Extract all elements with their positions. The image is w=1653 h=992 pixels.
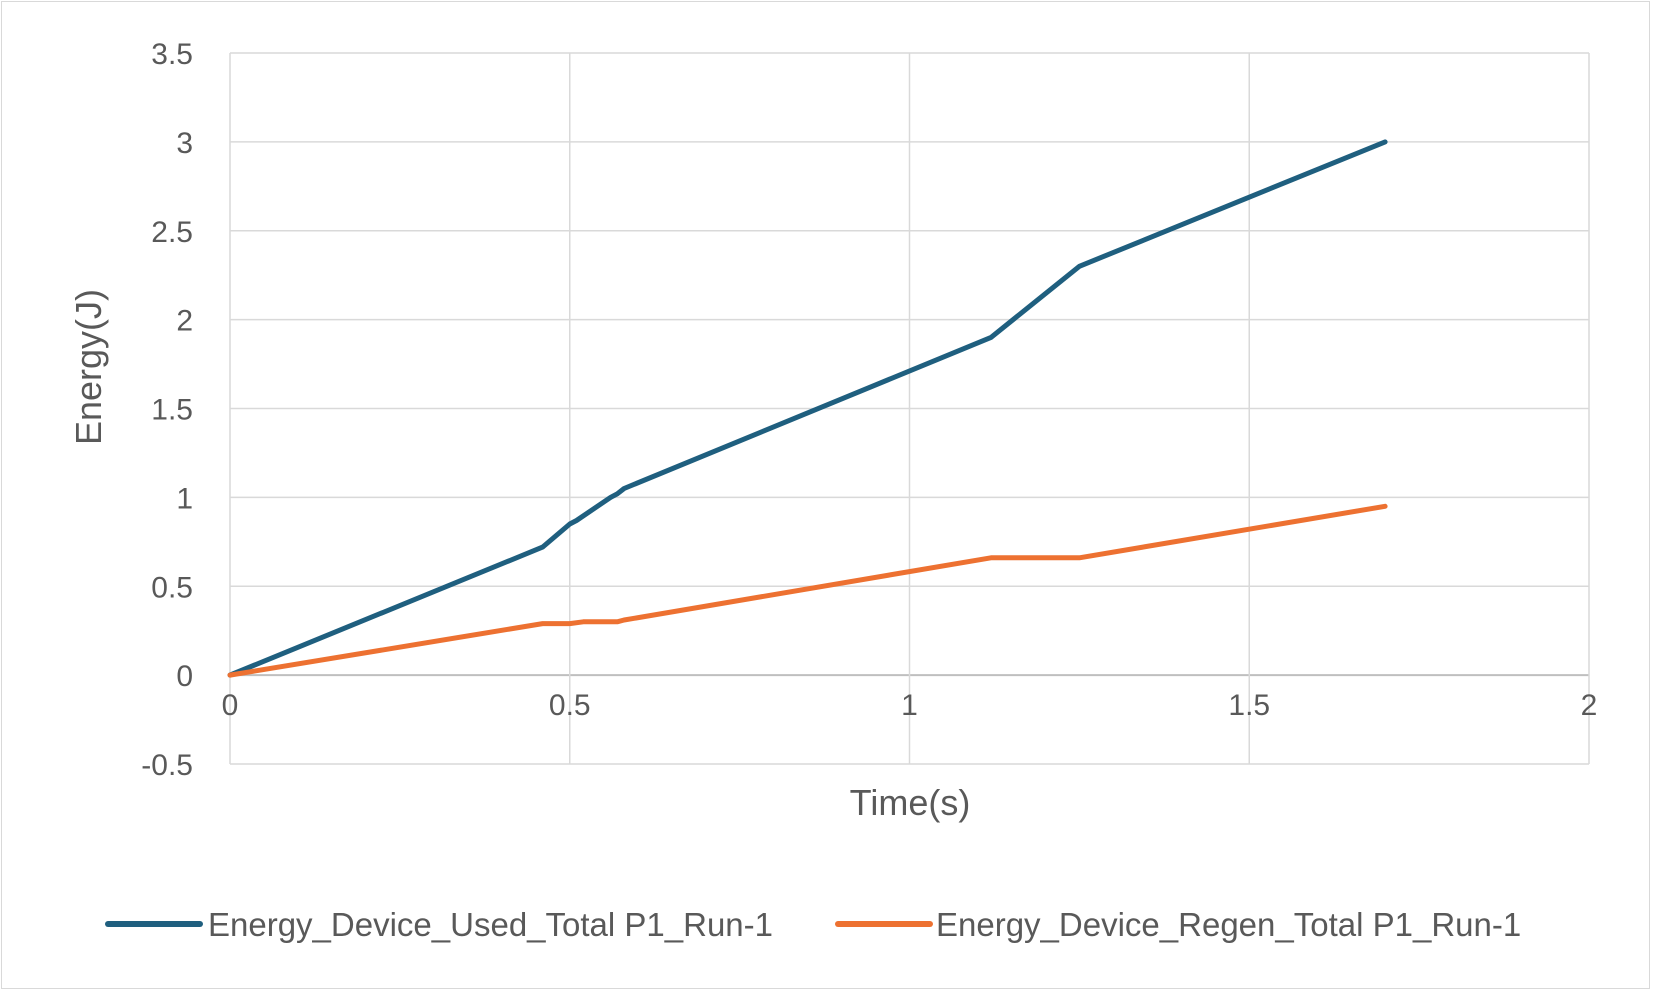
y-tick-label: 2 xyxy=(176,305,193,338)
y-axis-title: Energy(J) xyxy=(68,289,109,445)
x-tick-label: 0.5 xyxy=(549,689,591,722)
series-line-used-total xyxy=(227,139,1388,678)
x-axis-tick-labels: 0 0.5 1 1.5 2 xyxy=(222,689,1598,722)
legend-label-used: Energy_Device_Used_Total P1_Run-1 xyxy=(208,906,773,943)
y-tick-label: 1 xyxy=(176,482,193,515)
y-tick-label: 1.5 xyxy=(151,394,193,427)
x-tick-label: 2 xyxy=(1581,689,1598,722)
series-line-regen-total xyxy=(227,503,1388,678)
x-tick-label: 0 xyxy=(222,689,239,722)
y-tick-label: 3 xyxy=(176,127,193,160)
y-tick-label: 2.5 xyxy=(151,216,193,249)
gridlines xyxy=(229,52,1590,765)
y-axis-tick-labels: -0.5 0 0.5 1 1.5 2 2.5 3 3.5 xyxy=(141,38,193,782)
y-tick-label: 0 xyxy=(176,660,193,693)
y-tick-label: 3.5 xyxy=(151,38,193,71)
y-tick-label: -0.5 xyxy=(141,749,193,782)
x-axis-title: Time(s) xyxy=(850,782,971,823)
series-lines xyxy=(227,139,1388,678)
legend-label-regen: Energy_Device_Regen_Total P1_Run-1 xyxy=(936,906,1521,943)
y-tick-label: 0.5 xyxy=(151,571,193,604)
legend: Energy_Device_Used_Total P1_Run-1 Energy… xyxy=(105,906,1521,943)
x-tick-label: 1 xyxy=(901,689,918,722)
x-tick-label: 1.5 xyxy=(1228,689,1270,722)
